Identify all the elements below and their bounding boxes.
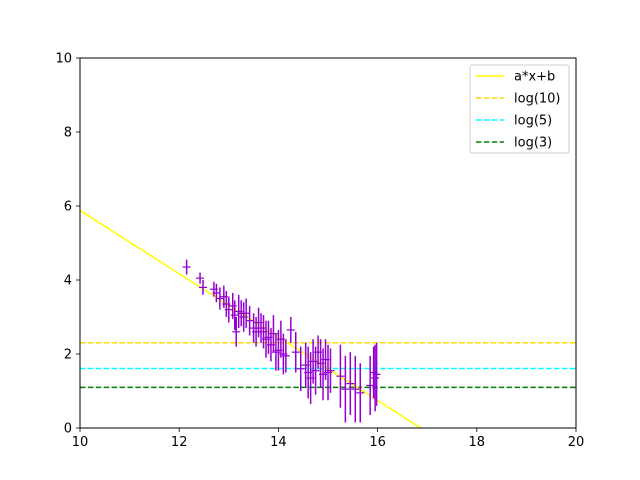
y-axis: 0 2 4 6 8 10 (55, 52, 80, 437)
x-tick-label: 20 (568, 435, 585, 450)
x-tick-label: 16 (369, 435, 386, 450)
x-tick-label: 14 (270, 435, 287, 450)
legend-label: log(10) (514, 92, 561, 107)
legend-label: a*x+b (514, 70, 555, 85)
legend-label: log(3) (514, 136, 552, 151)
y-tick-label: 2 (64, 348, 72, 363)
legend-box (469, 64, 570, 154)
x-tick-label: 18 (469, 435, 486, 450)
y-tick-label: 6 (64, 200, 72, 215)
y-tick-label: 8 (64, 126, 72, 141)
y-tick-label: 10 (55, 52, 72, 67)
x-tick-label: 12 (171, 435, 188, 450)
plot-frame (79, 57, 577, 429)
x-tick-label: 10 (72, 435, 89, 450)
data-points (182, 259, 381, 423)
legend-label: log(5) (514, 114, 552, 129)
x-axis: 10 12 14 16 18 20 (72, 428, 585, 450)
y-tick-label: 0 (64, 422, 72, 437)
y-tick-label: 4 (64, 274, 72, 289)
legend: a*x+b log(10) log(5) log(3) (469, 64, 570, 154)
